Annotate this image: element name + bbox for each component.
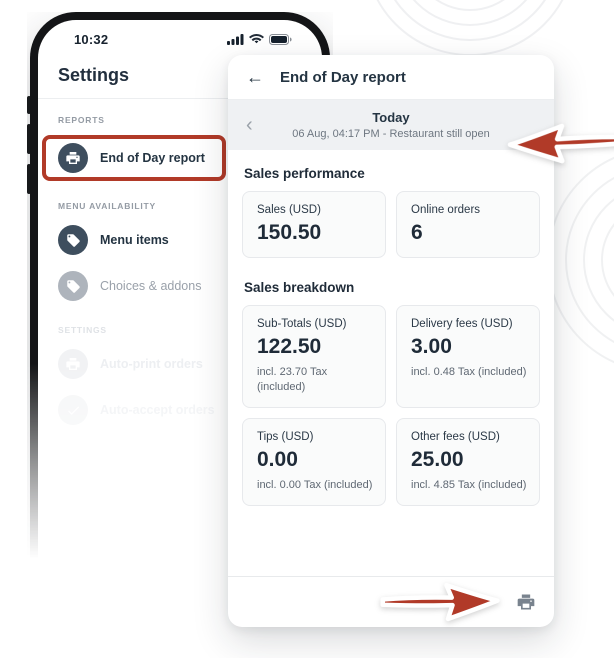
stat-label: Delivery fees (USD) — [411, 318, 513, 330]
date-title: Today — [372, 110, 410, 125]
report-footer — [228, 576, 554, 627]
stat-value: 122.50 — [257, 335, 322, 358]
stat-card-other-fees: Other fees (USD) 25.00 incl. 4.85 Tax (i… — [396, 417, 540, 506]
phone-side-button — [27, 96, 31, 114]
stat-card-online-orders: Online orders 6 — [396, 191, 540, 258]
stat-card-sub-totals: Sub-Totals (USD) 122.50 incl. 23.70 Tax … — [242, 305, 386, 408]
sales-breakdown-heading: Sales breakdown — [244, 280, 355, 295]
status-time: 10:32 — [74, 32, 109, 47]
sidebar-item-label: End of Day report — [100, 151, 205, 165]
settings-header: Settings — [38, 47, 322, 99]
page-title: Settings — [58, 65, 130, 85]
report-header: ← End of Day report — [228, 55, 554, 100]
tag-icon — [58, 225, 88, 255]
cellular-signal-icon — [227, 34, 244, 45]
printer-icon — [58, 143, 88, 173]
printer-icon — [58, 349, 88, 379]
stat-card-tips: Tips (USD) 0.00 incl. 0.00 Tax (included… — [242, 417, 386, 506]
stat-note: incl. 0.00 Tax (included) — [257, 478, 373, 491]
stat-note: incl. 4.85 Tax (included) — [411, 478, 527, 491]
sidebar-item-auto-accept-orders[interactable]: Auto-accept orders — [38, 387, 322, 433]
date-subtitle: 06 Aug, 04:17 PM - Restaurant still open — [292, 128, 490, 140]
date-navigator: ‹ Today 06 Aug, 04:17 PM - Restaurant st… — [228, 100, 554, 150]
stat-value: 25.00 — [411, 447, 464, 471]
end-of-day-report-panel: ← End of Day report ‹ Today 06 Aug, 04:1… — [228, 55, 554, 627]
sidebar-item-label: Choices & addons — [100, 279, 202, 293]
stat-note: incl. 0.48 Tax (included) — [411, 366, 527, 378]
stat-label: Online orders — [411, 204, 481, 216]
print-button[interactable] — [516, 592, 536, 612]
check-icon — [58, 395, 88, 425]
sidebar-section-menu-availability: MENU AVAILABILITY — [58, 201, 156, 211]
stat-label: Sales (USD) — [257, 204, 321, 216]
sidebar-item-label: Menu items — [100, 233, 169, 247]
stat-value: 3.00 — [411, 335, 452, 358]
wifi-icon — [249, 34, 264, 44]
printer-icon — [517, 594, 535, 610]
battery-icon — [269, 34, 292, 45]
stat-value: 0.00 — [257, 447, 298, 471]
phone-side-button — [27, 164, 31, 194]
sidebar-section-reports: REPORTS — [58, 115, 105, 125]
sales-performance-heading: Sales performance — [244, 166, 365, 181]
sidebar-item-choices-addons[interactable]: Choices & addons — [38, 263, 322, 309]
stat-value: 150.50 — [257, 221, 322, 244]
phone-side-button — [27, 124, 31, 154]
sidebar-item-menu-items[interactable]: Menu items — [38, 217, 322, 263]
stat-label: Tips (USD) — [257, 430, 314, 443]
stat-card-sales: Sales (USD) 150.50 — [242, 191, 386, 258]
report-title: End of Day report — [280, 68, 406, 86]
stat-note: incl. 23.70 Tax (included) — [257, 366, 328, 393]
stat-label: Sub-Totals (USD) — [257, 318, 347, 330]
tag-icon — [58, 271, 88, 301]
report-body: Sales performance Sales (USD) 150.50 Onl… — [228, 150, 554, 576]
chevron-left-icon[interactable]: ‹ — [246, 114, 253, 136]
stat-label: Other fees (USD) — [411, 430, 500, 443]
sidebar-item-auto-print-orders[interactable]: Auto-print orders — [38, 341, 322, 387]
back-arrow-icon[interactable]: ← — [246, 67, 264, 87]
status-bar: 10:32 — [38, 20, 322, 47]
stat-card-delivery-fees: Delivery fees (USD) 3.00 incl. 0.48 Tax … — [396, 305, 540, 408]
sidebar-item-end-of-day-report[interactable]: End of Day report — [42, 135, 226, 181]
stat-value: 6 — [411, 221, 423, 244]
sidebar-item-label: Auto-print orders — [100, 357, 203, 371]
sidebar-section-settings: SETTINGS — [58, 325, 107, 335]
sidebar-item-label: Auto-accept orders — [100, 403, 215, 417]
